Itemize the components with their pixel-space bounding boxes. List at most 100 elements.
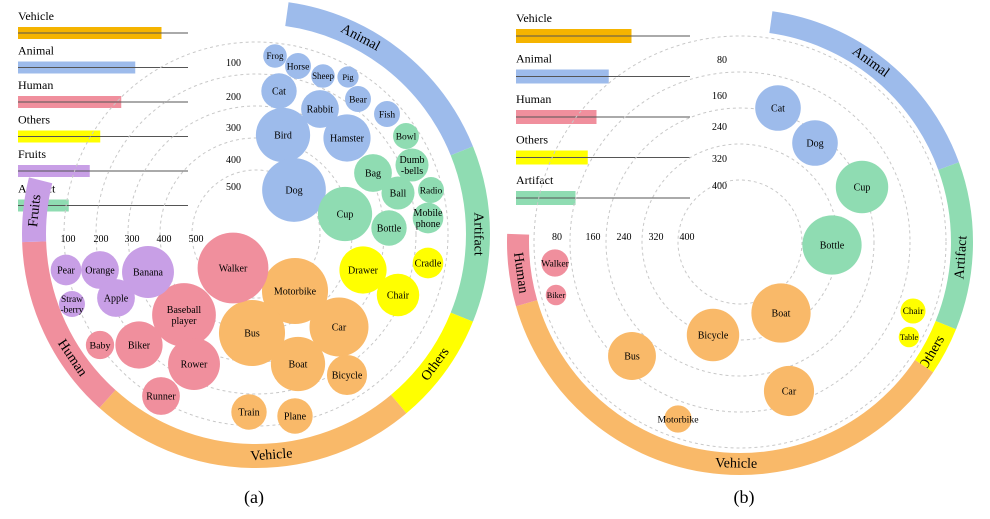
bubble-motorbike xyxy=(664,405,692,433)
bubble-label: Pear xyxy=(57,266,75,277)
bubble-label-line: Boat xyxy=(289,360,308,371)
bubble-label: Walker xyxy=(541,258,570,269)
bubble-label: Bus xyxy=(244,329,260,340)
bubble-label-line: Cat xyxy=(771,104,785,115)
bubble-label-line: Motorbike xyxy=(657,414,698,425)
bubble-label-line: Sheep xyxy=(312,71,334,81)
bubble-bottle xyxy=(802,215,862,275)
bubble-label-line: Chair xyxy=(903,307,924,317)
bubble-label: Walker xyxy=(219,264,248,275)
bubble-label-line: Horse xyxy=(287,62,310,72)
bubble-label: Pig xyxy=(342,72,354,82)
bubble-label: Train xyxy=(238,408,259,419)
bubble-label-line: Train xyxy=(238,408,259,419)
legend-label-animal: Animal xyxy=(516,52,553,66)
bubble-bottle xyxy=(371,210,407,246)
ring-tick-up: 160 xyxy=(712,91,727,102)
bubble-label: Dumb -bells xyxy=(400,155,425,177)
bubble-biker xyxy=(115,321,163,369)
bubble-cradle xyxy=(412,247,444,279)
bubble-pear xyxy=(50,254,82,286)
bubble-label-line: Cradle xyxy=(415,259,442,270)
bubble-label-line: Plane xyxy=(284,412,307,423)
caption-b: (b) xyxy=(734,487,755,508)
ring-tick-up: 320 xyxy=(712,154,727,165)
bubble-label-line: Dog xyxy=(806,139,823,150)
ring-tick-up: 400 xyxy=(226,155,241,166)
bubble-label-line: Frog xyxy=(267,51,284,61)
caption-a: (a) xyxy=(244,487,264,508)
bubble-label: Bus xyxy=(624,352,640,363)
bubble-apple xyxy=(97,279,135,317)
bubble-label-line: Bird xyxy=(274,131,292,142)
bubble-label-line: Biker xyxy=(128,341,151,352)
bubble-label: Motorbike xyxy=(657,414,698,425)
bubble-label: Bear xyxy=(349,95,368,105)
bubble-label-line: Bicycle xyxy=(332,371,363,382)
bubble-label: Bottle xyxy=(820,241,845,252)
legend-label-human: Human xyxy=(18,78,53,92)
bubble-label-line: Table xyxy=(900,333,919,342)
bubble-label-line: Cat xyxy=(272,87,286,98)
bubble-bus xyxy=(218,299,286,367)
bubble-label-line: Hamster xyxy=(330,134,365,145)
legend-label-others: Others xyxy=(18,113,50,127)
bubble-pig xyxy=(337,66,359,88)
bubble-biker xyxy=(545,284,567,306)
bubble-fish xyxy=(374,101,400,127)
bubble-label-line: Mobile xyxy=(414,208,443,219)
bubble-label-line: Baseball xyxy=(167,305,202,316)
bubble-boat xyxy=(751,283,811,343)
legend-label-vehicle: Vehicle xyxy=(18,9,54,23)
bubble-label: Bird xyxy=(274,131,292,142)
ring-tick-up: 400 xyxy=(712,181,727,192)
ring-tick-up: 200 xyxy=(226,92,241,103)
bubble-label-line: Walker xyxy=(541,258,570,269)
grid-ring xyxy=(605,107,875,377)
bubble-label: Rower xyxy=(181,360,208,371)
bubble-dog xyxy=(792,120,838,166)
bubble-orange xyxy=(81,251,119,289)
bubble-boat xyxy=(270,336,326,392)
bubble-label: Cat xyxy=(771,104,785,115)
bubble-label-line: Car xyxy=(332,323,347,334)
bubble-chair xyxy=(900,298,926,324)
bubble-label: Baseball player xyxy=(167,305,202,327)
bubble-label-line: Bottle xyxy=(377,224,402,235)
bubble-label: Boat xyxy=(772,309,791,320)
bubble-label: Cat xyxy=(272,87,286,98)
ring-tick-up: 80 xyxy=(717,55,727,66)
bubble-bag xyxy=(354,154,392,192)
bubble-rabbit xyxy=(301,90,339,128)
bubble-label: Fish xyxy=(379,110,396,120)
bubble-bear xyxy=(345,86,371,112)
arc-label-human: Human xyxy=(510,251,531,294)
ring-tick-left: 320 xyxy=(649,232,664,243)
grid-ring xyxy=(191,169,321,299)
bubble-label-line: Fish xyxy=(379,110,396,120)
bubble-label: Apple xyxy=(104,294,129,305)
grid-ring xyxy=(95,73,417,395)
bubble-label: Drawer xyxy=(348,266,379,277)
bubble-label: Orange xyxy=(85,266,115,277)
bubble-car xyxy=(309,297,369,357)
arc-label-artifact: Artifact xyxy=(471,212,486,256)
bubble-bicycle xyxy=(686,308,740,362)
bubble-label-line: Bag xyxy=(365,169,381,180)
bubble-label-line: Cup xyxy=(337,210,354,221)
bubble-label: Biker xyxy=(547,291,566,300)
ring-tick-left: 300 xyxy=(125,234,140,245)
bubble-ball xyxy=(381,176,415,210)
arc-label-vehicle: Vehicle xyxy=(715,456,757,472)
bubble-label: Car xyxy=(332,323,347,334)
bubble-label: Bag xyxy=(365,169,381,180)
bubble-label: Banana xyxy=(133,268,164,279)
bubble-label-line: Boat xyxy=(772,309,791,320)
bubble-label-line: Orange xyxy=(85,266,115,277)
bubble-banana xyxy=(122,246,174,298)
bubble-label-line: Cup xyxy=(854,183,871,194)
bubble-walker xyxy=(197,232,269,304)
bubble-label-line: Walker xyxy=(219,264,248,275)
ring-tick-left: 80 xyxy=(552,232,562,243)
